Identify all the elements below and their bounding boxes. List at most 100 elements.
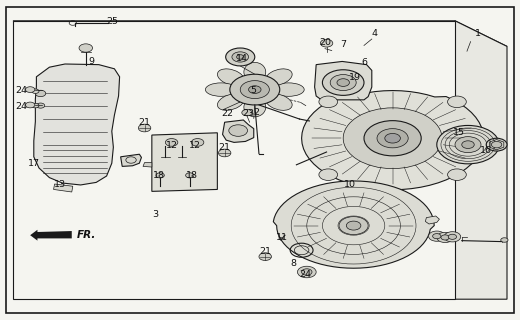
Circle shape	[448, 96, 466, 108]
Circle shape	[491, 141, 502, 148]
Polygon shape	[30, 230, 72, 241]
Circle shape	[186, 173, 194, 178]
Circle shape	[156, 173, 164, 178]
Circle shape	[437, 232, 453, 243]
Circle shape	[32, 103, 39, 108]
Text: 6: 6	[361, 58, 367, 67]
Text: 1: 1	[475, 29, 482, 38]
Ellipse shape	[273, 83, 304, 96]
Circle shape	[486, 138, 507, 151]
Text: 9: 9	[88, 57, 94, 66]
Text: 24: 24	[15, 86, 27, 95]
Text: 21: 21	[218, 143, 231, 152]
Text: 12: 12	[165, 141, 178, 150]
Polygon shape	[143, 163, 152, 167]
Polygon shape	[54, 184, 73, 192]
Polygon shape	[315, 61, 372, 100]
Circle shape	[322, 70, 364, 95]
Polygon shape	[425, 216, 439, 224]
Text: 3: 3	[152, 210, 158, 219]
Text: 23: 23	[242, 109, 255, 118]
Circle shape	[297, 266, 316, 278]
Text: 14: 14	[236, 54, 248, 63]
Circle shape	[455, 137, 481, 153]
Polygon shape	[13, 21, 507, 46]
Circle shape	[249, 86, 261, 93]
Circle shape	[448, 169, 466, 180]
Polygon shape	[34, 64, 120, 185]
Text: 2: 2	[253, 108, 259, 117]
Text: 24: 24	[15, 102, 27, 111]
Text: 8: 8	[291, 259, 297, 268]
Text: 10: 10	[343, 180, 356, 188]
Polygon shape	[152, 133, 217, 191]
Ellipse shape	[217, 69, 244, 85]
Text: 13: 13	[54, 180, 66, 188]
Text: 15: 15	[452, 128, 465, 137]
Circle shape	[32, 89, 39, 93]
Text: 25: 25	[106, 17, 118, 26]
Circle shape	[337, 79, 349, 86]
Circle shape	[25, 102, 35, 108]
Text: 12: 12	[189, 141, 201, 150]
Circle shape	[79, 44, 93, 52]
Text: FR.: FR.	[77, 230, 96, 240]
Ellipse shape	[217, 94, 244, 110]
Circle shape	[448, 234, 457, 239]
Ellipse shape	[244, 98, 266, 117]
Text: 5: 5	[251, 86, 257, 95]
Circle shape	[444, 232, 461, 242]
Text: 7: 7	[340, 40, 346, 49]
Text: 11: 11	[276, 233, 289, 242]
Text: 19: 19	[348, 73, 361, 82]
Circle shape	[240, 81, 269, 99]
Circle shape	[138, 124, 151, 132]
Circle shape	[36, 103, 45, 108]
Circle shape	[230, 74, 280, 105]
Text: 21: 21	[138, 118, 151, 127]
Circle shape	[232, 52, 249, 62]
Circle shape	[191, 139, 204, 146]
Circle shape	[385, 133, 400, 143]
Polygon shape	[223, 120, 254, 142]
Text: 17: 17	[28, 159, 40, 168]
Circle shape	[320, 39, 333, 47]
Text: 16: 16	[480, 146, 492, 155]
Circle shape	[501, 238, 508, 242]
Text: 24: 24	[300, 270, 312, 279]
Text: 20: 20	[319, 38, 331, 47]
Circle shape	[437, 125, 499, 164]
Circle shape	[364, 121, 421, 156]
Polygon shape	[121, 154, 141, 166]
Circle shape	[330, 75, 356, 91]
Circle shape	[462, 141, 474, 148]
Ellipse shape	[244, 62, 266, 82]
Text: 18: 18	[186, 171, 199, 180]
Circle shape	[441, 235, 449, 240]
Text: 4: 4	[371, 29, 378, 38]
Polygon shape	[274, 181, 434, 268]
Circle shape	[433, 234, 441, 239]
Ellipse shape	[205, 83, 237, 96]
Text: 18: 18	[152, 171, 165, 180]
Text: 22: 22	[222, 109, 234, 118]
Polygon shape	[13, 21, 455, 299]
Circle shape	[242, 109, 252, 116]
Circle shape	[226, 48, 255, 66]
Circle shape	[237, 55, 244, 59]
Text: 21: 21	[259, 247, 271, 256]
Polygon shape	[455, 21, 507, 299]
Circle shape	[428, 231, 445, 241]
Circle shape	[229, 125, 248, 136]
Circle shape	[218, 149, 231, 157]
Circle shape	[346, 221, 361, 230]
Circle shape	[35, 90, 46, 97]
Circle shape	[377, 129, 408, 148]
Circle shape	[259, 253, 271, 260]
Circle shape	[319, 96, 337, 108]
Circle shape	[25, 87, 35, 92]
Circle shape	[343, 108, 442, 169]
Polygon shape	[302, 91, 484, 190]
Ellipse shape	[265, 94, 292, 110]
Circle shape	[319, 169, 337, 180]
